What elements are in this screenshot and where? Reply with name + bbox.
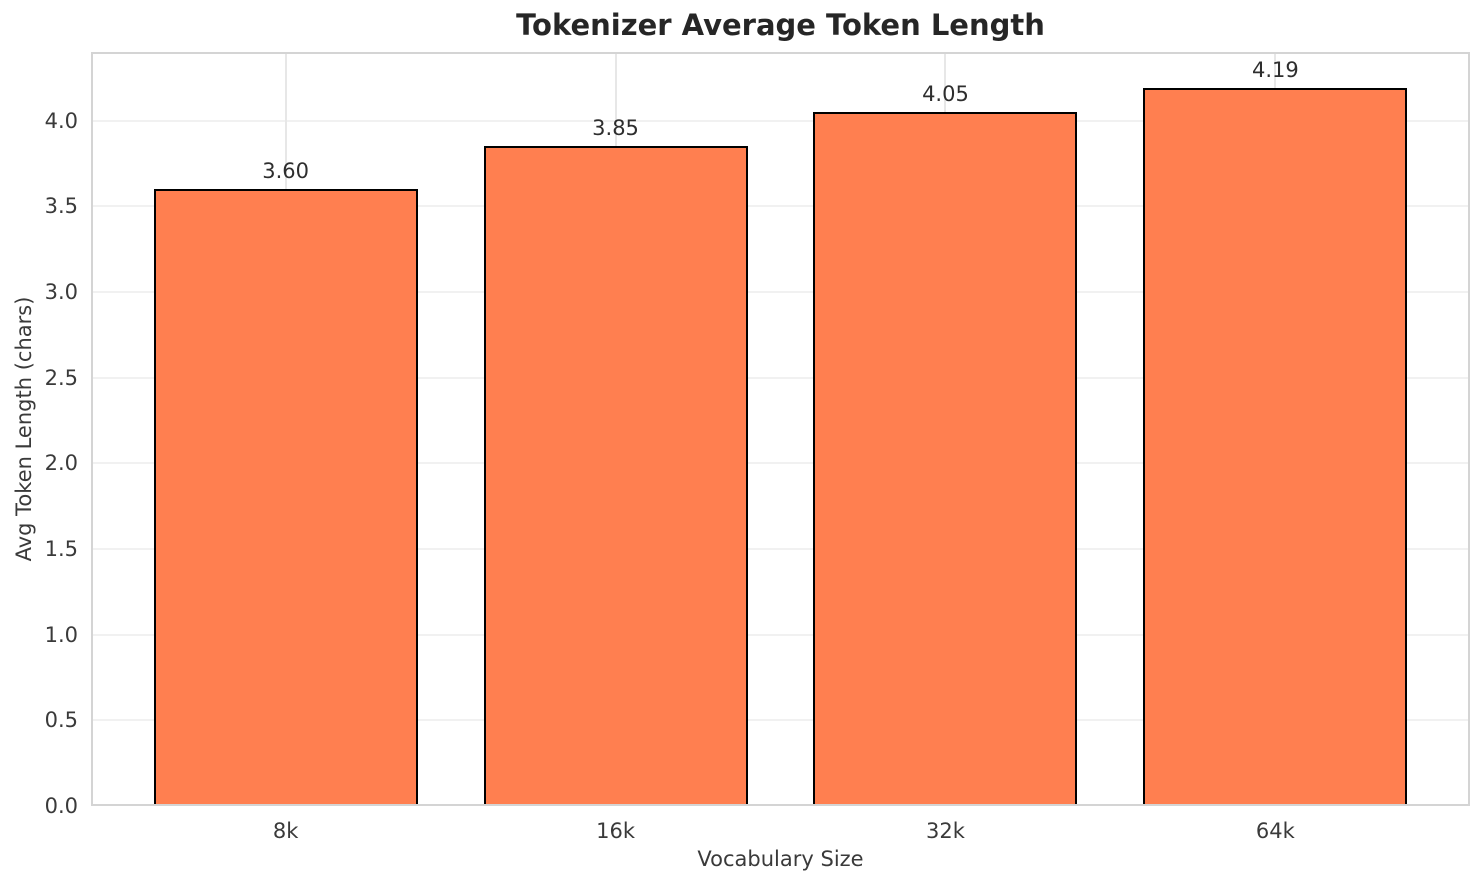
bar-value-label: 3.85 [592,116,639,141]
y-tick-label: 2.5 [44,365,78,390]
y-tick-label: 2.0 [44,451,78,476]
x-tick-label: 64k [1255,819,1295,843]
bar-value-label: 4.19 [1251,57,1299,82]
x-tick-label: 32k [925,819,965,843]
y-axis-label: Avg Token Length (chars) [12,296,36,562]
bar [1143,88,1408,806]
gridline-horizontal [91,633,1470,636]
gridline-horizontal [91,547,1470,550]
y-tick-label: 4.0 [44,108,78,133]
gridline-horizontal [91,719,1470,722]
chart-title: Tokenizer Average Token Length [516,8,1045,42]
gridline-horizontal [91,290,1470,293]
gridline-horizontal [91,119,1470,122]
bar [153,189,418,806]
x-axis-label: Vocabulary Size [697,847,864,871]
plot-area: 3.60 3.85 4.05 4.19 [91,52,1470,806]
y-tick-label: 0.0 [44,794,78,818]
bar-value-label: 3.60 [262,159,310,184]
bar-value-label: 4.05 [922,81,969,106]
y-tick-label: 3.0 [44,279,78,304]
x-tick-label: 16k [596,819,635,843]
gridline-horizontal [91,376,1470,379]
x-tick-label: 8k [272,819,299,843]
gridline-horizontal [91,205,1470,208]
y-tick-label: 3.5 [44,194,78,219]
bar [483,146,748,806]
bar [813,111,1078,806]
y-tick-label: 1.5 [44,536,78,561]
y-tick-label: 1.0 [44,622,78,647]
y-tick-label: 0.5 [44,708,78,733]
gridline-horizontal [91,462,1470,465]
